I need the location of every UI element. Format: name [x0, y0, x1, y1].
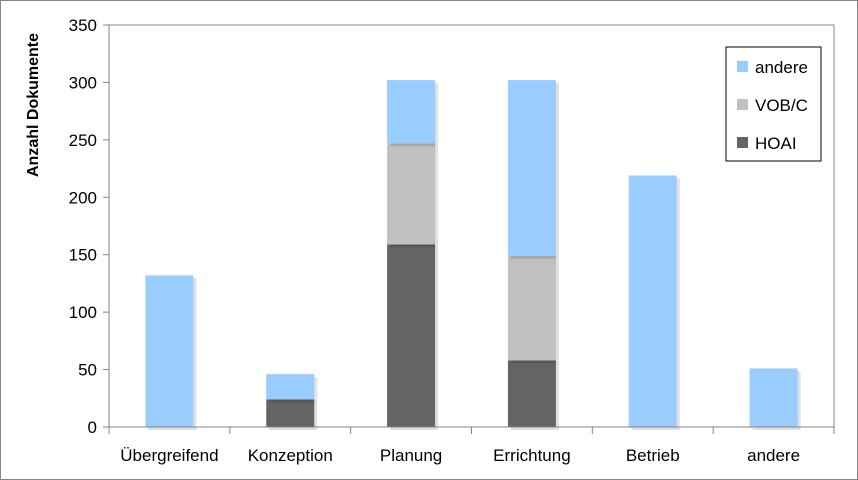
- legend-swatch: [737, 99, 748, 110]
- bar-andere-3: [507, 80, 556, 256]
- plot-frame: [108, 24, 835, 428]
- y-tick-label: 0: [88, 418, 97, 437]
- legend-label: VOB/C: [755, 96, 808, 115]
- y-axis: 0 50 100 150 200 250 300 350: [69, 16, 110, 437]
- bar-andere-0: [145, 275, 194, 427]
- bar-hoai-1: [266, 399, 315, 427]
- bar-hoai-3: [507, 360, 556, 427]
- x-tick-label: Planung: [380, 446, 442, 465]
- y-tick-label: 50: [78, 361, 97, 380]
- y-tick-label: 250: [69, 131, 97, 150]
- legend-label: andere: [755, 58, 808, 77]
- y-tick-label: 200: [69, 188, 97, 207]
- bar-andere-2: [387, 80, 436, 144]
- x-tick-label: Übergreifend: [120, 446, 218, 465]
- x-axis: Übergreifend Konzeption Planung Errichtung B…: [108, 426, 835, 465]
- y-tick-label: 300: [69, 73, 97, 92]
- y-tick-label: 350: [69, 16, 97, 35]
- bar-hoai-2: [387, 244, 436, 427]
- bar-andere-4: [628, 175, 677, 427]
- bar-vob-c-3: [507, 255, 556, 361]
- y-tick-label: 100: [69, 303, 97, 322]
- legend-swatch: [737, 61, 748, 72]
- y-tick-label: 150: [69, 246, 97, 265]
- bar-andere-1: [266, 374, 315, 400]
- x-tick-label: Konzeption: [248, 446, 333, 465]
- legend-label: HOAI: [755, 134, 797, 153]
- legend: andere VOB/C HOAI: [725, 46, 822, 162]
- legend-swatch: [737, 137, 748, 148]
- x-tick-label: Errichtung: [493, 446, 570, 465]
- x-tick-label: Betrieb: [626, 446, 680, 465]
- plot-area: [108, 24, 835, 430]
- bar-andere-5: [749, 368, 798, 427]
- y-axis-title: Anzahl Dokumente: [25, 33, 42, 177]
- bar-vob-c-2: [387, 143, 436, 245]
- x-tick-label: andere: [747, 446, 800, 465]
